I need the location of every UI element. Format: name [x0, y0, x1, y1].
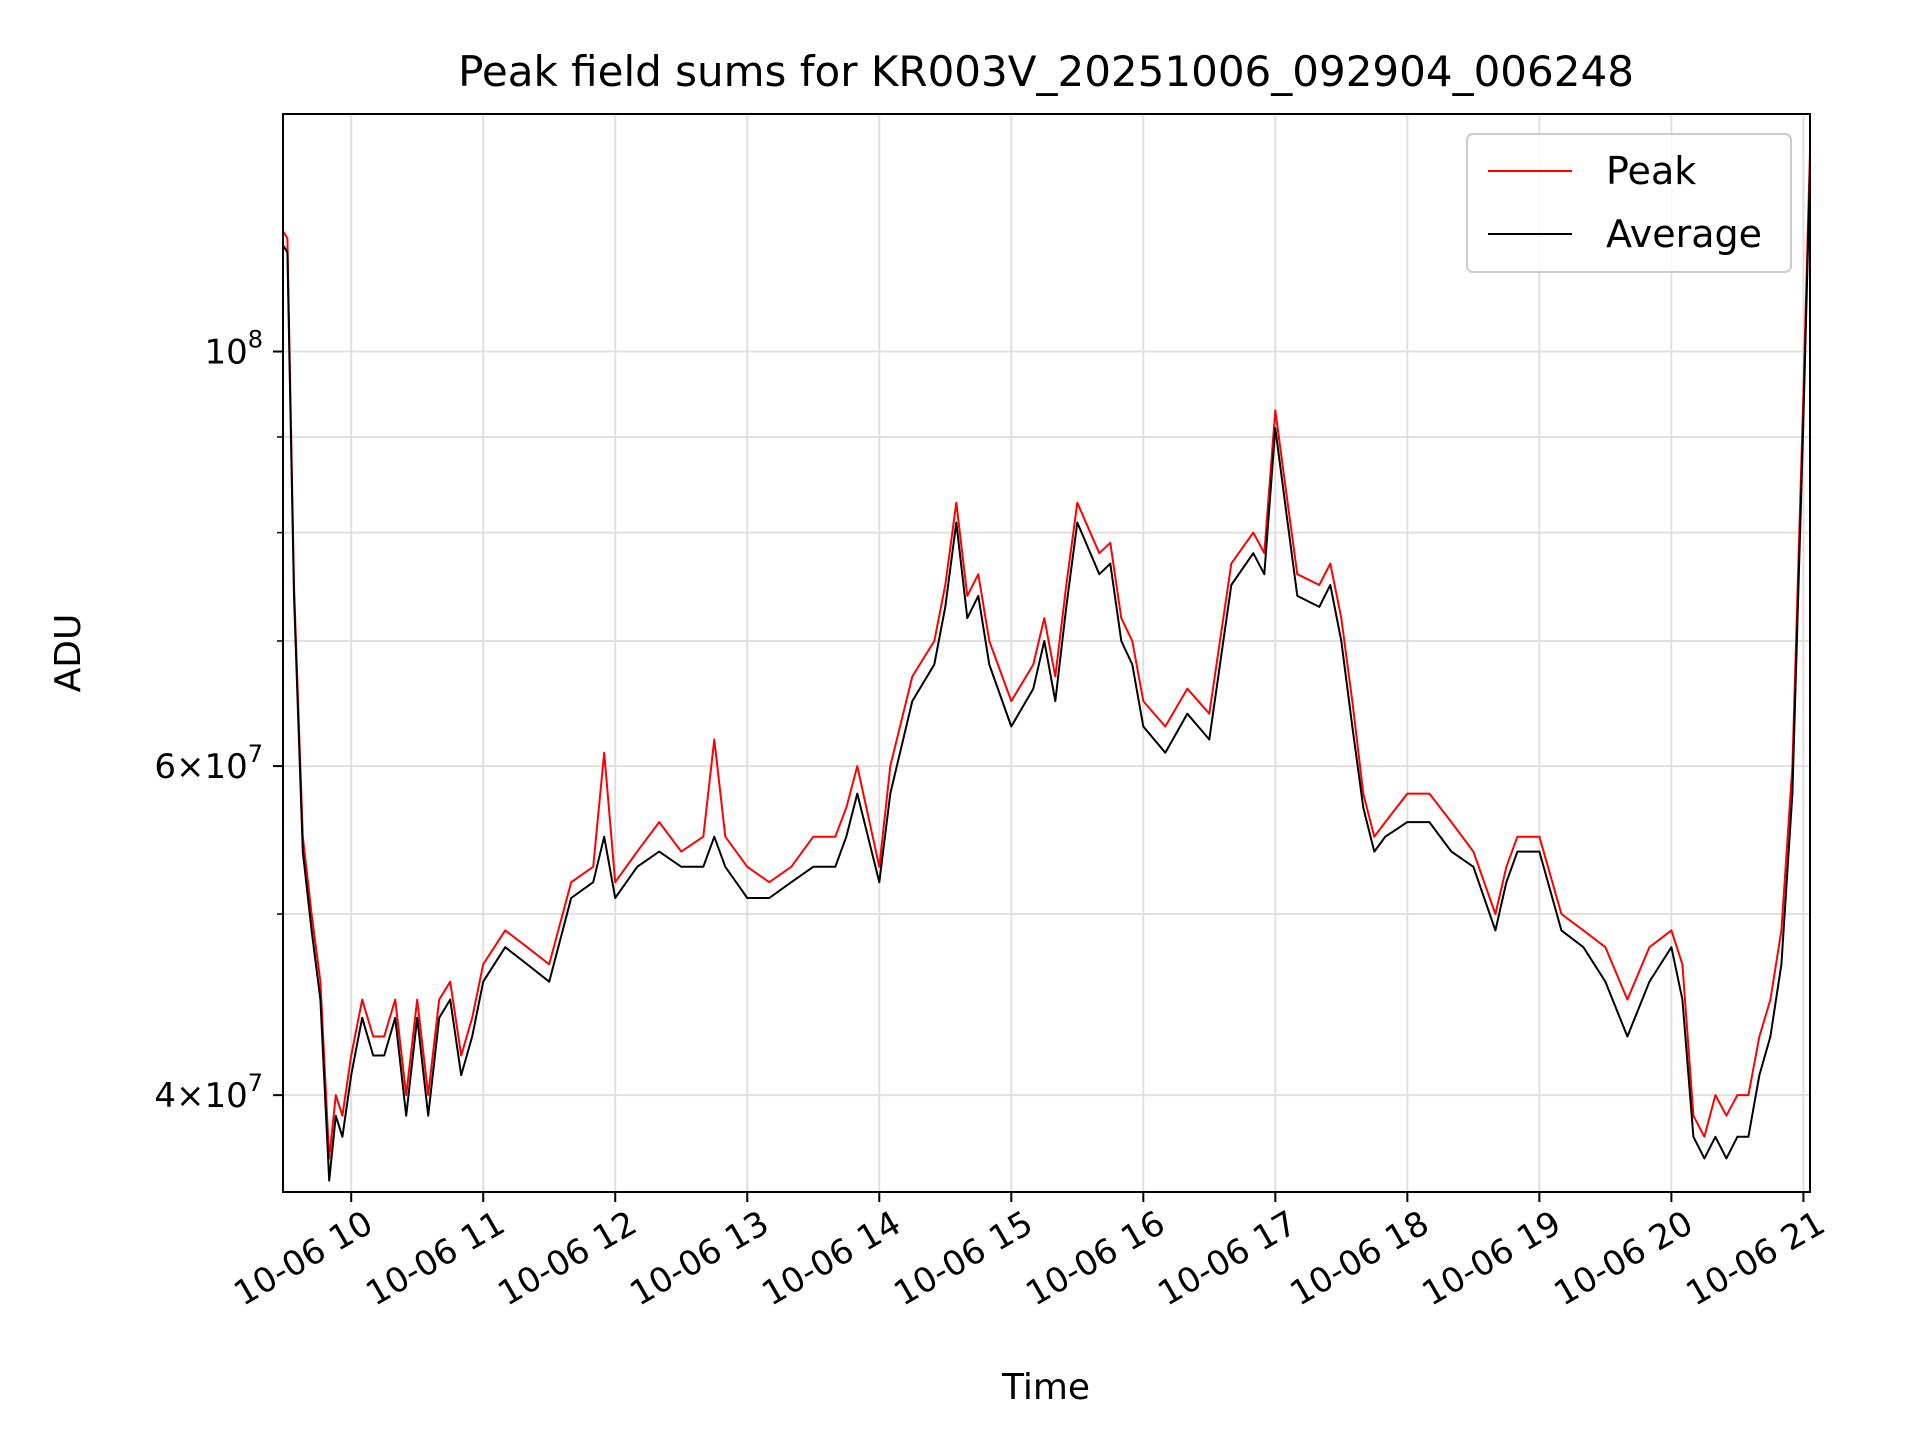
y-tick-base: 4: [154, 1076, 176, 1116]
legend-label-average: Average: [1606, 212, 1762, 256]
y-axis-label: ADU: [48, 614, 89, 693]
y-tick-exponent: 7: [248, 1069, 263, 1097]
y-tick-exponent: 8: [248, 326, 263, 354]
legend-box: [1466, 133, 1792, 273]
chart-title: Peak field sums for KR003V_20251006_0929…: [458, 47, 1634, 96]
x-axis-label: Time: [1001, 1367, 1090, 1408]
plot-frame: [282, 113, 1811, 1193]
plot-series: [282, 151, 1811, 1182]
series-line-average: [282, 170, 1811, 1182]
y-tick-label: 6×107: [154, 740, 263, 787]
y-tick-times: ×10: [176, 1076, 248, 1116]
legend: Peak Average: [1466, 133, 1792, 273]
y-tick-base: 6: [154, 747, 176, 787]
legend-label-peak: Peak: [1606, 149, 1696, 193]
y-tick-base: 10: [204, 333, 247, 373]
grid: [283, 114, 1810, 1192]
y-tick-label: 108: [204, 326, 263, 373]
y-tick-label: 4×107: [154, 1069, 263, 1116]
y-tick-times: ×10: [176, 747, 248, 787]
series-line-peak: [282, 151, 1811, 1160]
y-tick-exponent: 7: [248, 740, 263, 768]
